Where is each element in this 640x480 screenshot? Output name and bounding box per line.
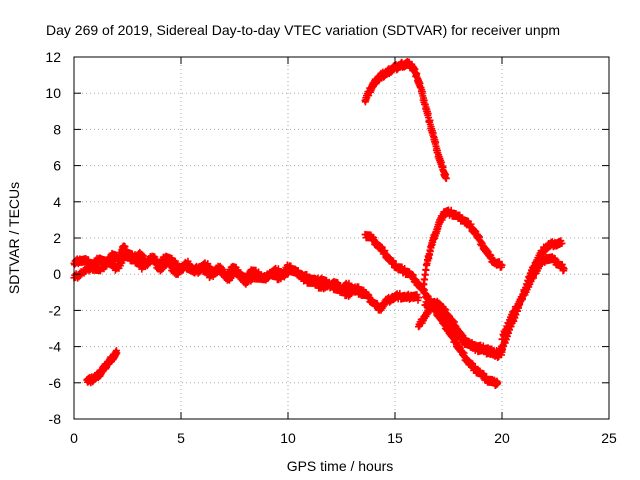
satellite-track-1	[83, 347, 121, 387]
x-tick-label: 5	[177, 430, 185, 446]
data-point-marker	[415, 294, 423, 302]
data-point-marker	[361, 288, 369, 296]
y-tick-label: -8	[49, 411, 62, 427]
y-tick-label: -4	[49, 339, 62, 355]
x-tick-label: 0	[70, 430, 78, 446]
data-point-marker	[442, 174, 450, 182]
data-point-marker	[494, 379, 502, 387]
y-axis-label: SDTVAR / TECUs	[6, 182, 22, 294]
data-point-marker	[113, 349, 121, 357]
y-tick-label: 2	[53, 230, 61, 246]
satellite-track-10	[498, 253, 568, 343]
x-tick-label: 10	[280, 430, 296, 446]
satellite-track-5	[361, 58, 450, 182]
y-tick-label: -6	[49, 375, 62, 391]
satellite-track-8	[419, 206, 506, 293]
y-tick-label: 12	[45, 49, 61, 65]
data-point-marker	[558, 239, 566, 247]
x-tick-label: 25	[601, 430, 617, 446]
data-series	[70, 58, 568, 390]
data-point-marker	[560, 265, 568, 273]
y-tick-label: 4	[53, 194, 61, 210]
y-tick-label: 10	[45, 85, 61, 101]
grid	[74, 57, 609, 419]
y-tick-label: -2	[49, 302, 62, 318]
x-axis-label: GPS time / hours	[287, 458, 394, 474]
y-tick-label: 6	[53, 158, 61, 174]
axis-ticks: 0 5 10 15 20 25 -8 -6 -4 -2 0 2 4 6 8 10 12	[45, 49, 617, 446]
y-tick-label: 0	[53, 266, 61, 282]
y-tick-label: 8	[53, 121, 61, 137]
x-tick-label: 20	[494, 430, 510, 446]
chart-title: Day 269 of 2019, Sidereal Day-to-day VTE…	[46, 22, 560, 38]
x-tick-label: 15	[387, 430, 403, 446]
data-point-marker	[498, 261, 506, 269]
satellite-track-3	[70, 251, 369, 300]
